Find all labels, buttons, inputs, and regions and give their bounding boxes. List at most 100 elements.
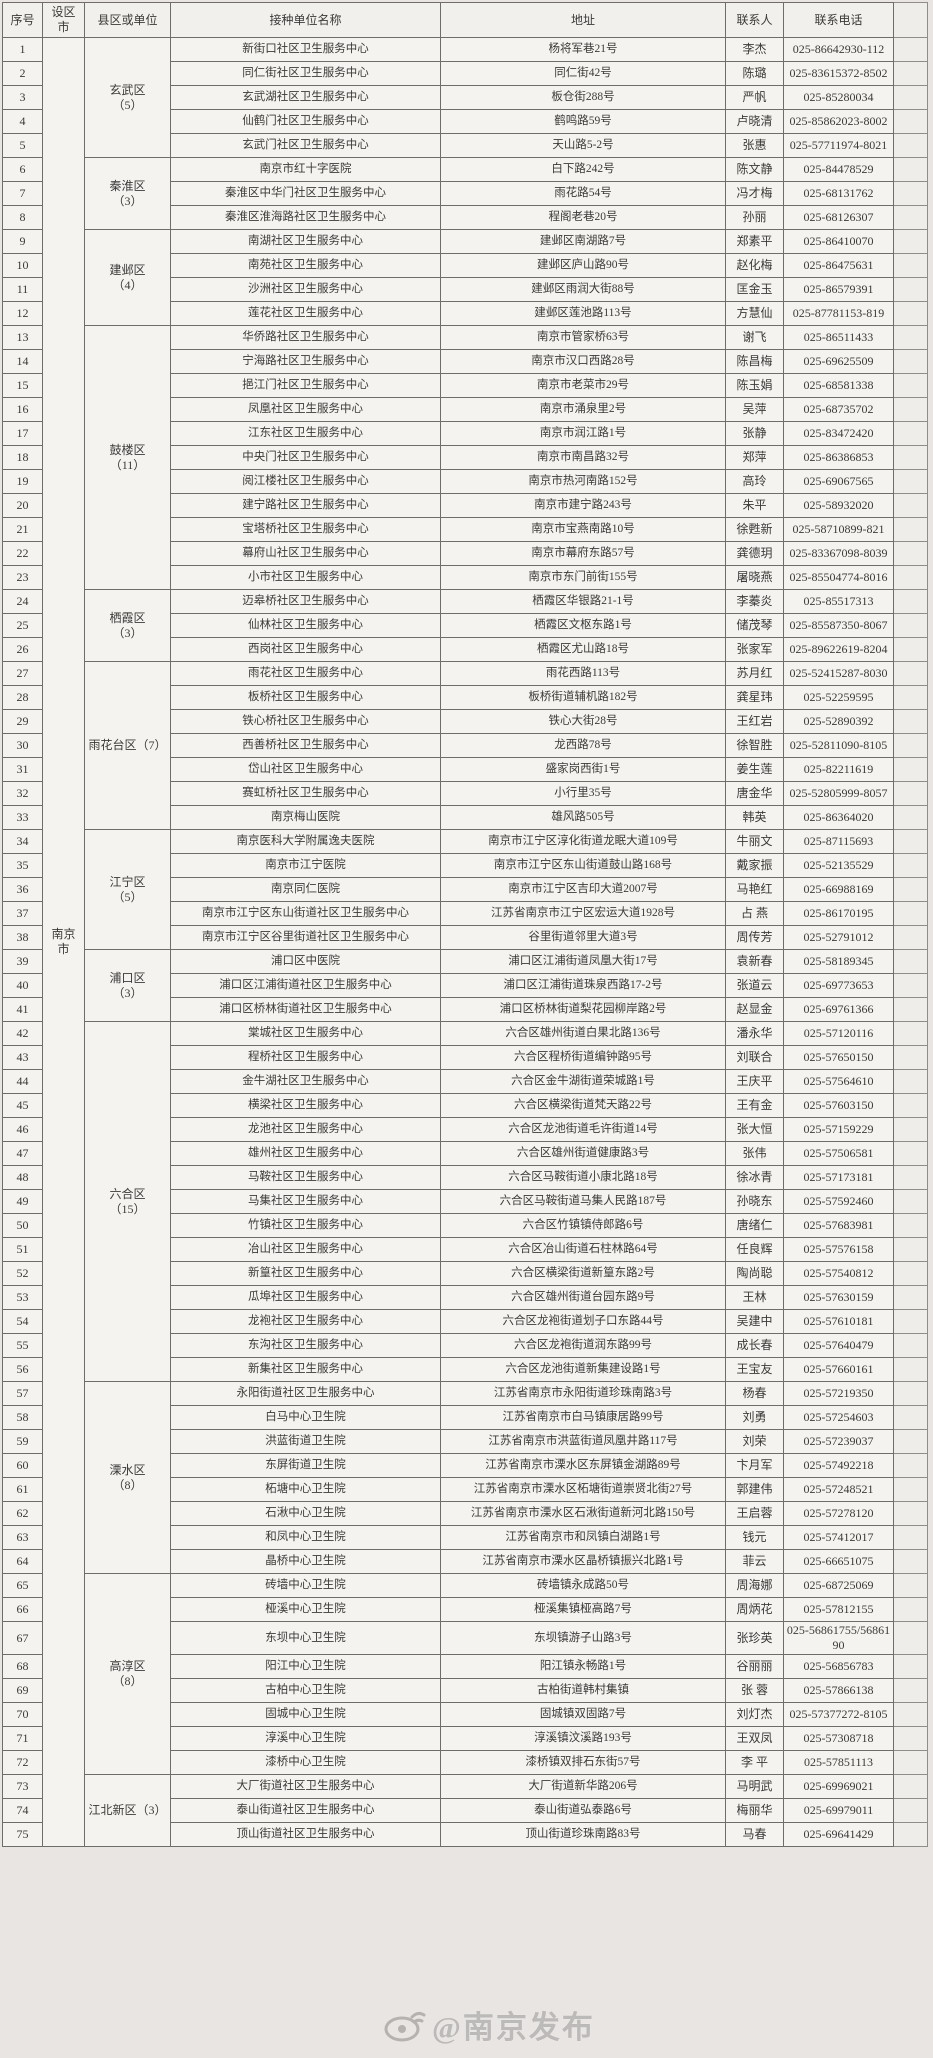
spare-cell: [893, 901, 928, 926]
table-row: 45 横梁社区卫生服务中心 六合区横梁街道梵天路22号 王有金 025-57603150: [2, 1093, 928, 1118]
contact-cell: 钱元: [725, 1525, 784, 1550]
address-cell: 六合区龙池街道新集建设路1号: [440, 1357, 726, 1382]
contact-cell: 吴萍: [725, 397, 784, 422]
unit-name-cell: 新集社区卫生服务中心: [170, 1357, 441, 1382]
spare-cell: [893, 157, 928, 182]
contact-cell: 孙丽: [725, 205, 784, 230]
unit-name-cell: 建宁路社区卫生服务中心: [170, 493, 441, 518]
unit-name-cell: 竹镇社区卫生服务中心: [170, 1213, 441, 1238]
row-number-cell: 66: [2, 1597, 43, 1622]
row-number-cell: 33: [2, 805, 43, 830]
contact-cell: 孙晓东: [725, 1189, 784, 1214]
spare-cell: [893, 1381, 928, 1406]
phone-cell: 025-57610181: [783, 1309, 894, 1334]
unit-name-cell: 玄武湖社区卫生服务中心: [170, 85, 441, 110]
table-row: 58 白马中心卫生院 江苏省南京市白马镇康居路99号 刘勇 025-57254603: [2, 1405, 928, 1430]
address-cell: 六合区雄州街道白果北路136号: [440, 1021, 726, 1046]
address-cell: 六合区马鞍街道马集人民路187号: [440, 1189, 726, 1214]
row-number-cell: 13: [2, 325, 43, 350]
unit-name-cell: 金牛湖社区卫生服务中心: [170, 1069, 441, 1094]
contact-cell: 戴家振: [725, 853, 784, 878]
address-cell: 江苏省南京市洪蓝街道凤凰井路117号: [440, 1429, 726, 1454]
phone-cell: 025-66988169: [783, 877, 894, 902]
phone-cell: 025-85280034: [783, 85, 894, 110]
address-cell: 六合区冶山街道石柱林路64号: [440, 1237, 726, 1262]
watermark-text: @南京发布: [432, 2010, 595, 2045]
table-row: 20 建宁路社区卫生服务中心 南京市建宁路243号 朱平 025-58932020: [2, 493, 928, 518]
table-row: 19 阅江楼社区卫生服务中心 南京市热河南路152号 高玲 025-69067565: [2, 469, 928, 494]
unit-name-cell: 大厂街道社区卫生服务中心: [170, 1774, 441, 1799]
address-cell: 浦口区桥林街道梨花园柳岸路2号: [440, 997, 726, 1022]
unit-name-cell: 挹江门社区卫生服务中心: [170, 373, 441, 398]
contact-cell: 严帆: [725, 85, 784, 110]
spare-cell: [893, 709, 928, 734]
unit-name-cell: 新篁社区卫生服务中心: [170, 1261, 441, 1286]
contact-cell: 菲云: [725, 1549, 784, 1574]
table-row: 11 沙洲社区卫生服务中心 建邺区雨润大街88号 匡金玉 025-86579391: [2, 277, 928, 302]
phone-cell: 025-82211619: [783, 757, 894, 782]
phone-cell: 025-68131762: [783, 181, 894, 206]
table-row: 54 龙袍社区卫生服务中心 六合区龙袍街道划子口东路44号 吴建中 025-576101…: [2, 1309, 928, 1334]
contact-cell: 王有金: [725, 1093, 784, 1118]
table-row: 26 西岗社区卫生服务中心 栖霞区尤山路18号 张家军 025-89622619-820…: [2, 637, 928, 662]
contact-cell: 冯才梅: [725, 181, 784, 206]
unit-name-cell: 顶山街道社区卫生服务中心: [170, 1822, 441, 1847]
unit-name-cell: 洪蓝街道卫生院: [170, 1429, 441, 1454]
row-number-cell: 2: [2, 61, 43, 86]
phone-cell: 025-52259595: [783, 685, 894, 710]
table-row: 74 泰山街道社区卫生服务中心 泰山街道弘泰路6号 梅丽华 025-69979011: [2, 1798, 928, 1823]
contact-cell: 高玲: [725, 469, 784, 494]
spare-cell: [893, 589, 928, 614]
row-number-cell: 57: [2, 1381, 43, 1406]
phone-cell: 025-89622619-8204: [783, 637, 894, 662]
spare-cell: [893, 829, 928, 854]
row-number-cell: 21: [2, 517, 43, 542]
table-row: 27 雨花台区（7） 雨花社区卫生服务中心 雨花西路113号 苏月红 025-524152…: [2, 661, 928, 830]
unit-name-cell: 和凤中心卫生院: [170, 1525, 441, 1550]
address-cell: 六合区程桥街道编钟路95号: [440, 1045, 726, 1070]
table-row: 6 秦淮区 （3） 南京市红十字医院 白下路242号 陈文静 025-84478529: [2, 157, 928, 230]
table-row: 22 幕府山社区卫生服务中心 南京市幕府东路57号 龚德玥 025-83367098-8…: [2, 541, 928, 566]
unit-name-cell: 浦口区桥林街道社区卫生服务中心: [170, 997, 441, 1022]
unit-name-cell: 新街口社区卫生服务中心: [170, 37, 441, 62]
row-number-cell: 67: [2, 1621, 43, 1655]
contact-cell: 陈璐: [725, 61, 784, 86]
header-row-number: 序号: [2, 2, 43, 38]
row-number-cell: 68: [2, 1654, 43, 1679]
contact-cell: 马艳红: [725, 877, 784, 902]
contact-cell: 刘荣: [725, 1429, 784, 1454]
address-cell: 天山路5-2号: [440, 133, 726, 158]
phone-cell: 025-57683981: [783, 1213, 894, 1238]
header-phone: 联系电话: [783, 2, 894, 38]
table-row: 2 同仁街社区卫生服务中心 同仁街42号 陈璐 025-83615372-8502: [2, 61, 928, 86]
row-number-cell: 44: [2, 1069, 43, 1094]
phone-cell: 025-58710899-821: [783, 517, 894, 542]
phone-cell: 025-57711974-8021: [783, 133, 894, 158]
address-cell: 六合区龙池街道毛许街道14号: [440, 1117, 726, 1142]
contact-cell: 刘联合: [725, 1045, 784, 1070]
spare-cell: [893, 373, 928, 398]
unit-name-cell: 古柏中心卫生院: [170, 1678, 441, 1703]
unit-name-cell: 仙鹤门社区卫生服务中心: [170, 109, 441, 134]
unit-name-cell: 西岗社区卫生服务中心: [170, 637, 441, 662]
row-number-cell: 30: [2, 733, 43, 758]
phone-cell: 025-57278120: [783, 1501, 894, 1526]
address-cell: 漆桥镇双排石东街57号: [440, 1750, 726, 1775]
unit-name-cell: 东坝中心卫生院: [170, 1621, 441, 1655]
row-number-cell: 46: [2, 1117, 43, 1142]
contact-cell: 匡金玉: [725, 277, 784, 302]
district-cell: 溧水区 （8）: [84, 1381, 171, 1574]
phone-cell: 025-69969021: [783, 1774, 894, 1799]
table-row: 53 瓜埠社区卫生服务中心 六合区雄州街道台园东路9号 王林 025-57630159: [2, 1285, 928, 1310]
contact-cell: 龚德玥: [725, 541, 784, 566]
contact-cell: 苏月红: [725, 661, 784, 686]
phone-cell: 025-86386853: [783, 445, 894, 470]
spare-cell: [893, 565, 928, 590]
unit-name-cell: 浦口区中医院: [170, 949, 441, 974]
row-number-cell: 38: [2, 925, 43, 950]
contact-cell: 吴建中: [725, 1309, 784, 1334]
contact-cell: 张静: [725, 421, 784, 446]
spare-cell: [893, 1477, 928, 1502]
phone-cell: 025-56856783: [783, 1654, 894, 1679]
row-number-cell: 55: [2, 1333, 43, 1358]
